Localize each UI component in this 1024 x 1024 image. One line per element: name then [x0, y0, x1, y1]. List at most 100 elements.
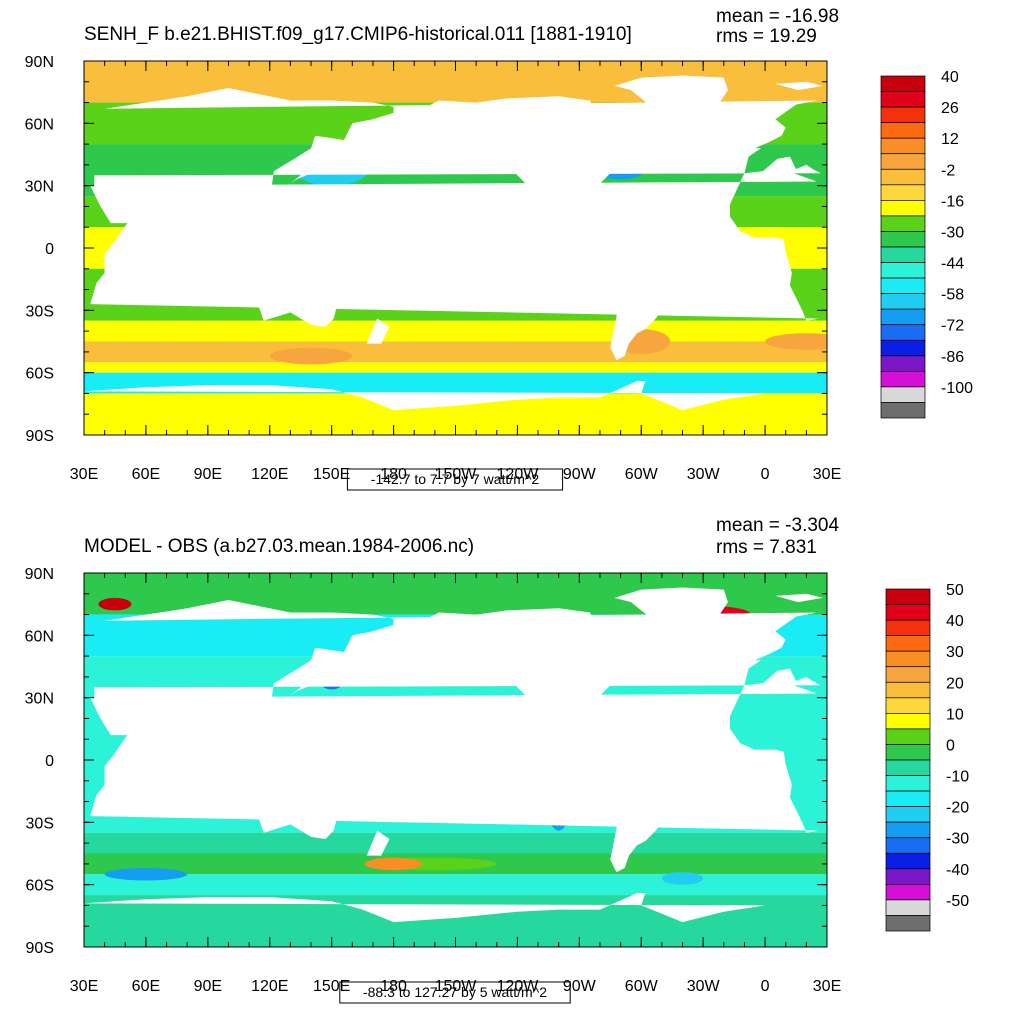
land-mask	[715, 620, 741, 627]
colorbar-segment	[880, 106, 926, 123]
land-mask	[366, 830, 390, 856]
colorbar-segment	[885, 759, 931, 776]
stat-rms: rms = 7.831	[716, 537, 817, 558]
chart-panel-2: 30E 60E 90E 120E 150E 180 150W 120W 90W 60W 30W 0 30…	[25, 515, 969, 1004]
colorbar-segment	[880, 371, 926, 388]
colorbar-segment	[880, 277, 926, 294]
land-mask	[90, 171, 819, 321]
x-tick-label: 120W	[497, 466, 540, 483]
x-tick-label: 30E	[70, 466, 98, 483]
land-mask	[775, 81, 823, 91]
land-mask	[218, 749, 332, 781]
colorbar-segment	[880, 308, 926, 326]
land-mask	[366, 318, 390, 344]
x-tick-label: 30W	[687, 978, 721, 995]
x-tick-label: 30W	[687, 466, 721, 483]
x-tick-label: 60E	[132, 978, 160, 995]
y-tick-label: 0	[45, 241, 54, 258]
land-mask	[257, 270, 338, 327]
y-tick-label: 60S	[26, 366, 54, 383]
colorbar-label: -30	[946, 831, 969, 848]
contour-info-label: -142.7 to 7.7 by 7 watt/m^2	[371, 471, 540, 487]
colorbar-label: 26	[941, 100, 959, 117]
field-patch	[98, 597, 132, 611]
y-tick-label: 30N	[25, 691, 54, 708]
land-mask	[290, 668, 322, 696]
y-tick-label: 60N	[25, 628, 54, 645]
x-tick-label: 150E	[313, 978, 350, 995]
x-tick-label: 60E	[132, 466, 160, 483]
contour-info-label: -88.3 to 127.27 by 5 watt/m^2	[363, 984, 547, 1000]
x-tick-label: 120E	[251, 466, 288, 483]
field-patch	[765, 333, 827, 350]
stat-rms: rms = 19.29	[716, 26, 817, 47]
x-tick-label: 90W	[563, 466, 597, 483]
land-mask	[775, 593, 823, 603]
field-patch	[364, 857, 423, 871]
colorbar-segment	[885, 713, 931, 730]
x-tick-label: 30E	[813, 978, 841, 995]
x-tick-label: 30E	[70, 978, 98, 995]
colorbar-segment	[885, 697, 931, 714]
colorbar-segment	[885, 619, 931, 636]
colorbar-segment	[880, 293, 926, 310]
y-tick-label: 0	[45, 753, 54, 770]
colorbar-label: -16	[941, 193, 964, 210]
colorbar-segment	[880, 153, 926, 170]
y-tick-label: 90S	[26, 940, 54, 957]
colorbar-segment	[885, 837, 931, 854]
colorbar-segment	[880, 200, 926, 217]
colorbar-label: 40	[941, 69, 959, 86]
colorbar-segment	[880, 402, 926, 419]
field-band	[84, 874, 827, 896]
colorbar-segment	[880, 246, 926, 263]
chart-title: MODEL - OBS (a.b27.03.mean.1984-2006.nc)	[84, 536, 474, 557]
colorbar-segment	[880, 184, 926, 201]
colorbar-segment	[885, 728, 931, 745]
x-tick-label: 150W	[435, 466, 478, 483]
x-tick-label: 60W	[625, 978, 659, 995]
stat-mean: mean = -3.304	[716, 515, 839, 536]
colorbar-label: -2	[941, 162, 955, 179]
colorbar: 50 40 30 20 10 0 -10 -20 -30 -40 -50	[885, 582, 969, 932]
colorbar-label: -100	[941, 380, 973, 397]
colorbar-label: -40	[946, 862, 969, 879]
land-mask	[715, 108, 741, 115]
colorbar-label: -30	[941, 224, 964, 241]
x-tick-label: 120E	[251, 978, 288, 995]
contour-info-box	[346, 468, 564, 491]
land-mask	[90, 683, 819, 833]
y-tick-label: 90S	[26, 428, 54, 445]
colorbar-segment	[880, 231, 926, 248]
field-band	[84, 341, 827, 363]
colorbar-segment	[885, 775, 931, 792]
colorbar-segment	[885, 868, 931, 885]
x-tick-label: 150E	[313, 466, 350, 483]
colorbar-segment	[880, 137, 926, 155]
colorbar-segment	[885, 884, 931, 901]
x-tick-label: 60W	[625, 466, 659, 483]
x-tick-label: 0	[761, 466, 770, 483]
land-mask	[257, 782, 338, 839]
colorbar-label: 40	[946, 613, 964, 630]
colorbar: 40 26 12 -2 -16 -30 -44 -58 -72 -86 -100	[880, 69, 973, 419]
land-mask	[94, 600, 821, 756]
colorbar-segment	[880, 122, 926, 139]
x-tick-label: 90E	[194, 466, 222, 483]
chart-panel-1: 30E 60E 90E 120E 150E 180 150W 120W 90W 60W 30W 0 30…	[25, 6, 973, 491]
y-tick-label: 60N	[25, 116, 54, 133]
land-mask	[290, 156, 322, 184]
colorbar-segment	[885, 604, 931, 621]
land-mask	[393, 106, 411, 113]
y-tick-label: 60S	[26, 878, 54, 895]
colorbar-segment	[880, 75, 926, 92]
x-tick-label: 30E	[813, 466, 841, 483]
colorbar-label: 10	[946, 706, 964, 723]
land-mask	[614, 75, 728, 124]
colorbar-label: 30	[946, 644, 964, 661]
land-mask	[614, 587, 728, 636]
land-mask	[94, 88, 821, 244]
land-mask	[84, 381, 766, 435]
colorbar-segment	[885, 666, 931, 683]
